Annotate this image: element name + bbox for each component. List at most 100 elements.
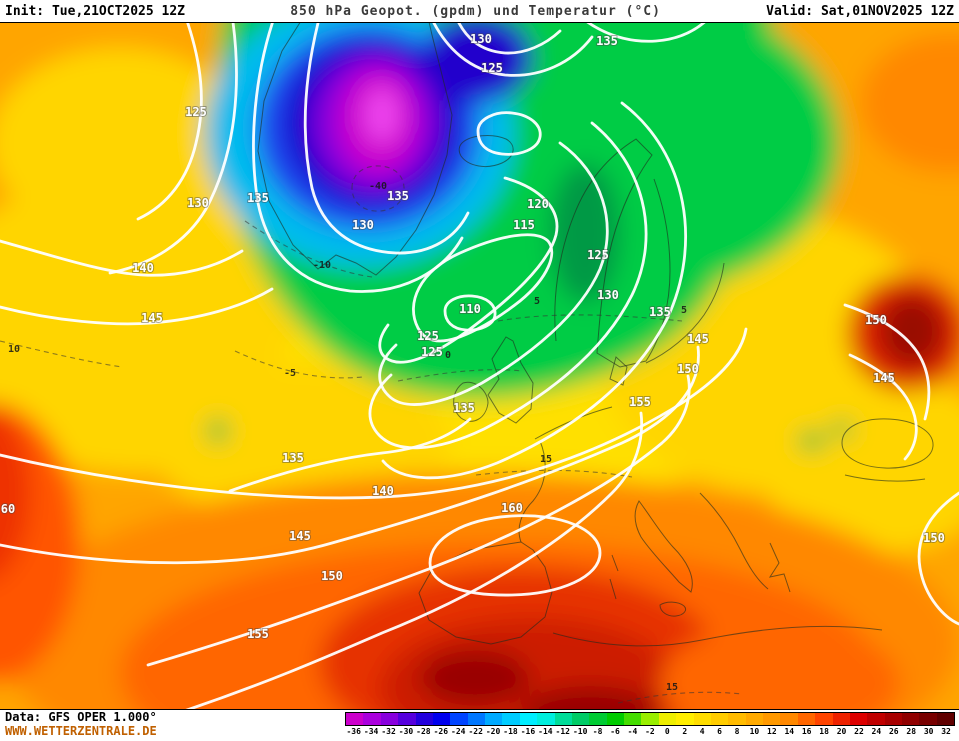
- geopotential-contour-label: 125: [481, 61, 503, 75]
- colorbar-cell: [936, 713, 955, 725]
- geopotential-contour-label: 125: [185, 105, 207, 119]
- geopotential-contour-label: 155: [629, 395, 651, 409]
- colorbar-cell: [710, 713, 729, 725]
- colorbar-cell: [780, 713, 798, 725]
- colorbar-tick-label: -28: [416, 727, 431, 736]
- colorbar-tick-label: 24: [871, 727, 882, 736]
- colorbar-tick-label: 20: [836, 727, 847, 736]
- geopotential-contour-label: 145: [687, 332, 709, 346]
- colorbar-tick-label: 16: [801, 727, 812, 736]
- geopotential-contours: [0, 23, 959, 709]
- colorbar-cell: [537, 713, 555, 725]
- colorbar-tick-label: 30: [923, 727, 934, 736]
- temperature-contour-label: 5: [681, 305, 687, 316]
- colorbar-cells: [345, 712, 955, 726]
- colorbar-tick-label: 14: [784, 727, 795, 736]
- temperature-colorbar: -36 -34 -32 -30 -28 -26 -24 -22 -20 -18 -16 -14 -12-…: [345, 712, 955, 736]
- temperature-contours: [0, 165, 743, 704]
- geopotential-contour-label: 125: [417, 329, 439, 343]
- colorbar-tick-label: 10: [749, 727, 760, 736]
- temperature-contour-label: 10: [8, 344, 20, 355]
- colorbar-tick-label: 12: [767, 727, 777, 736]
- geopotential-contour-label: 140: [372, 484, 394, 498]
- colorbar-cell: [693, 713, 711, 725]
- geopotential-contour-label: 150: [923, 531, 945, 545]
- temperature-contour-label: 15: [540, 454, 552, 465]
- colorbar-tick-label: -18: [503, 727, 518, 736]
- colorbar-cell: [571, 713, 590, 725]
- geopotential-contour-label: 135: [596, 34, 618, 48]
- geopotential-contour-label: 160: [501, 501, 523, 515]
- colorbar-tick-label: -36: [346, 727, 361, 736]
- colorbar-cell: [502, 713, 520, 725]
- colorbar-cell: [398, 713, 416, 725]
- geopotential-contour-label: 135: [247, 191, 269, 205]
- colorbar-tick-label: 32: [941, 727, 951, 736]
- geopotential-contour-label: 60: [1, 502, 15, 516]
- colorbar-tick-label: -20: [485, 727, 501, 736]
- temperature-contour-label: 5: [534, 296, 540, 307]
- geopotential-contour-label: 120: [527, 197, 549, 211]
- geopotential-contour-label: 115: [513, 218, 535, 232]
- colorbar-cell: [728, 713, 746, 725]
- temperature-labels-layer: -40 -10 -5 0 5 5 10 15 15: [8, 181, 687, 693]
- footer-text: Data: GFS OPER 1.000° WWW.WETTERZENTRALE…: [5, 710, 157, 738]
- geopotential-contour-label: 130: [187, 196, 209, 210]
- website-label: WWW.WETTERZENTRALE.DE: [5, 724, 157, 738]
- colorbar-tick-label: -12: [555, 727, 570, 736]
- geopotential-contour-label: 130: [597, 288, 619, 302]
- geopotential-contour-label: 150: [677, 362, 699, 376]
- init-datetime: Init: Tue,21OCT2025 12Z: [5, 3, 186, 19]
- colorbar-tick-label: 28: [906, 727, 917, 736]
- temperature-contour-label: -10: [313, 260, 331, 271]
- colorbar-tick-label: -22: [468, 727, 483, 736]
- colorbar-tick-label: -14: [538, 727, 553, 736]
- geopotential-contour-label: 130: [470, 32, 492, 46]
- colorbar-tick-label: 18: [819, 727, 829, 736]
- colorbar-cell: [815, 713, 833, 725]
- header-bar: Init: Tue,21OCT2025 12Z 850 hPa Geopot. …: [0, 0, 959, 22]
- geopotential-contour-label: 145: [873, 371, 895, 385]
- geopotential-contour-label: 140: [132, 261, 154, 275]
- colorbar-labels: -36 -34 -32 -30 -28 -26 -24 -22 -20 -18 -16 -14 -12-…: [345, 727, 955, 736]
- colorbar-cell: [919, 713, 937, 725]
- colorbar-tick-label: -8: [592, 727, 603, 736]
- geopotential-contour-label: 135: [649, 305, 671, 319]
- colorbar-cell: [606, 713, 624, 725]
- colorbar-cell: [849, 713, 868, 725]
- colorbar-tick-label: 22: [854, 727, 864, 736]
- colorbar-tick-label: 2: [682, 727, 688, 736]
- colorbar-cell: [554, 713, 572, 725]
- geopotential-contour-label: 125: [421, 345, 443, 359]
- colorbar-cell: [450, 713, 468, 725]
- colorbar-tick-label: -24: [451, 727, 466, 736]
- colorbar-tick-label: -30: [398, 727, 414, 736]
- temperature-contour-label: 0: [445, 350, 451, 361]
- colorbar-cell: [380, 713, 399, 725]
- colorbar-tick-label: -16: [520, 727, 536, 736]
- colorbar-cell: [485, 713, 503, 725]
- geopotential-contour-label: 125: [587, 248, 609, 262]
- temperature-contour-label: 15: [666, 682, 678, 693]
- geopotential-contour-label: 150: [865, 313, 887, 327]
- colorbar-tick-label: -34: [363, 727, 379, 736]
- colorbar-cell: [467, 713, 485, 725]
- weather-map: -40 -10 -5 0 5 5 10 15 15 130 125 135 125 130 135 135 1…: [0, 22, 959, 710]
- colorbar-cell: [432, 713, 451, 725]
- coastlines: [257, 23, 934, 647]
- colorbar-tick-label: -6: [610, 727, 620, 736]
- geopotential-contour-label: 110: [459, 302, 481, 316]
- colorbar-cell: [797, 713, 816, 725]
- colorbar-cell: [624, 713, 642, 725]
- colorbar-tick-label: -10: [572, 727, 588, 736]
- temperature-contour-label: -40: [369, 181, 387, 192]
- colorbar-tick-label: 26: [888, 727, 899, 736]
- geopotential-contour-label: 135: [453, 401, 475, 415]
- colorbar-cell: [589, 713, 607, 725]
- colorbar-cell: [902, 713, 920, 725]
- colorbar-cell: [658, 713, 677, 725]
- colorbar-cell: [763, 713, 781, 725]
- colorbar-tick-label: 6: [717, 727, 722, 736]
